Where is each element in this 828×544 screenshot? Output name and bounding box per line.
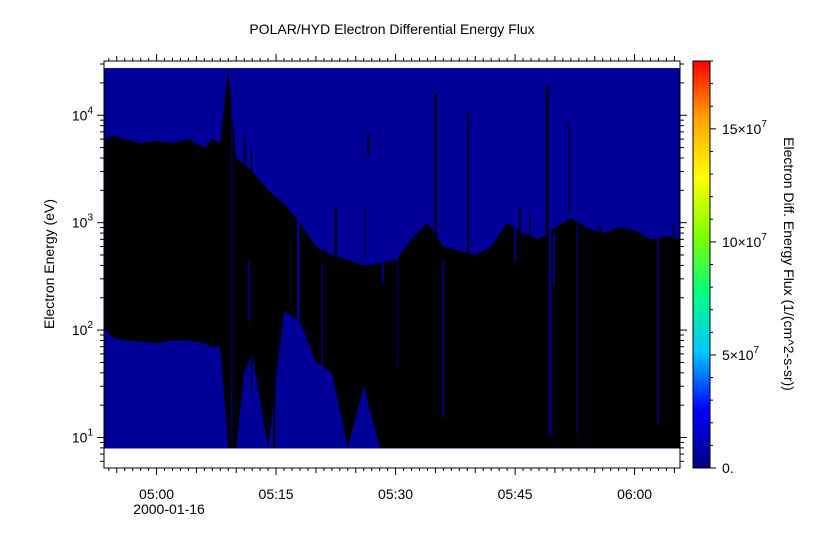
- flux-stripe: [657, 194, 659, 423]
- colorbar-tick-label: 5×107: [722, 345, 760, 363]
- flux-stripe: [334, 206, 338, 343]
- flux-stripe: [548, 148, 552, 436]
- flux-stripe: [381, 140, 384, 284]
- x-axis-date-label: 2000-01-16: [133, 501, 205, 517]
- flux-stripe: [250, 152, 253, 392]
- y-tick-label: 102: [72, 320, 94, 338]
- low-flux-region: [104, 68, 680, 448]
- flux-stripe: [434, 94, 437, 248]
- flux-stripe: [344, 259, 347, 378]
- flux-stripe: [599, 226, 603, 371]
- x-tick-label: 05:00: [139, 486, 174, 502]
- flux-stripe: [364, 205, 366, 259]
- flux-stripe: [243, 137, 246, 200]
- x-tick-label: 06:00: [617, 486, 652, 502]
- flux-stripe: [367, 134, 370, 156]
- colorbar-tick-label: 10×107: [722, 232, 767, 250]
- flux-stripe: [540, 183, 543, 203]
- colorbar-axis: 0. 5×107 10×107 15×107: [710, 60, 767, 476]
- flux-stripe: [273, 270, 276, 449]
- x-tick-label: 05:45: [498, 486, 533, 502]
- flux-stripe: [315, 154, 318, 173]
- flux-stripe: [529, 213, 531, 276]
- y-axis-label: Electron Energy (eV): [41, 199, 57, 329]
- colorbar-label: Electron Diff. Energy Flux (1/(cm^2-s-sr…: [781, 137, 797, 391]
- flux-stripe: [636, 242, 639, 412]
- x-tick-label: 05:15: [259, 486, 294, 502]
- y-tick-label: 104: [72, 105, 94, 123]
- x-axis: 05:00 05:15 05:30 05:45 06:00: [108, 54, 675, 502]
- flux-stripe: [397, 94, 399, 368]
- y-tick-label: 101: [72, 427, 94, 445]
- heatmap-layer: [104, 68, 680, 449]
- flux-stripe: [467, 113, 470, 325]
- plot-frame: [103, 60, 681, 469]
- chart-title: POLAR/HYD Electron Differential Energy F…: [249, 21, 534, 37]
- flux-stripe: [545, 85, 549, 449]
- flux-stripe: [518, 208, 521, 310]
- y-axis: 101 102 103 104: [72, 63, 687, 462]
- flux-stripe: [576, 224, 578, 434]
- flux-stripe: [514, 154, 516, 262]
- flux-stripe: [664, 82, 667, 143]
- flux-stripe: [231, 78, 233, 441]
- x-tick-label: 05:30: [378, 486, 413, 502]
- flux-stripe: [568, 120, 571, 214]
- flux-stripe: [247, 261, 250, 322]
- flux-stripe: [552, 233, 555, 286]
- flux-stripe: [441, 261, 444, 418]
- flux-stripe: [388, 73, 391, 112]
- y-tick-label: 103: [72, 213, 94, 231]
- flux-stripe: [297, 216, 300, 394]
- flux-stripe: [402, 140, 404, 227]
- flux-stripe: [321, 262, 324, 411]
- flux-stripe: [673, 225, 675, 443]
- colorbar-tick-label: 0.: [722, 460, 734, 476]
- colorbar-tick-label: 15×107: [722, 119, 767, 137]
- colorbar: [692, 60, 711, 469]
